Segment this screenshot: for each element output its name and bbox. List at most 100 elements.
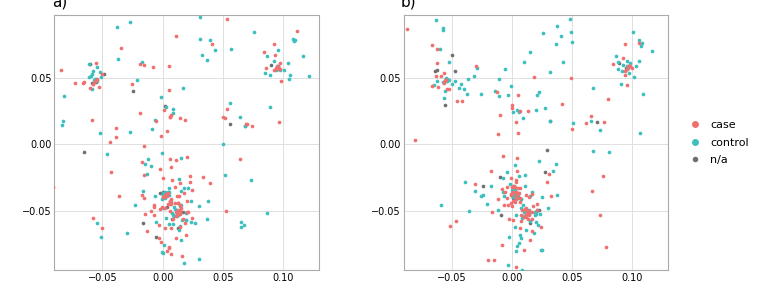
Point — [511, 195, 524, 200]
Point — [520, 228, 532, 232]
Point — [160, 215, 172, 220]
Point — [602, 150, 615, 155]
Point — [162, 189, 174, 194]
Point — [284, 73, 296, 78]
Point — [531, 208, 543, 213]
Point — [525, 190, 538, 195]
Point — [235, 225, 247, 230]
Point — [272, 64, 284, 68]
Point — [201, 199, 214, 204]
Point — [165, 198, 177, 203]
Point — [509, 184, 521, 189]
Point — [625, 66, 638, 70]
Point — [218, 173, 231, 178]
Point — [527, 204, 539, 208]
Point — [513, 191, 525, 196]
Point — [618, 69, 631, 74]
Point — [154, 207, 166, 212]
Point — [172, 212, 184, 216]
Point — [493, 113, 506, 118]
Text: a): a) — [52, 0, 67, 10]
Point — [444, 224, 457, 228]
Point — [545, 283, 557, 287]
Point — [157, 251, 169, 256]
Point — [493, 76, 505, 81]
Point — [149, 118, 162, 122]
Point — [283, 76, 295, 81]
Point — [545, 194, 557, 198]
Point — [182, 186, 194, 190]
Point — [501, 202, 514, 207]
Point — [523, 195, 535, 200]
Point — [178, 190, 190, 195]
Point — [165, 201, 177, 206]
Point — [158, 108, 170, 112]
Point — [83, 86, 96, 91]
Point — [163, 64, 176, 69]
Point — [504, 182, 517, 187]
Point — [111, 24, 124, 29]
Point — [174, 210, 186, 214]
Point — [469, 188, 482, 193]
Point — [458, 87, 470, 92]
Point — [502, 263, 514, 268]
Point — [267, 68, 280, 73]
Point — [162, 87, 175, 92]
Point — [622, 65, 634, 70]
Point — [177, 86, 190, 91]
Point — [504, 175, 517, 180]
Point — [176, 217, 189, 222]
Point — [138, 143, 151, 148]
Point — [477, 184, 490, 189]
Point — [169, 201, 182, 206]
Point — [507, 189, 519, 194]
Point — [241, 121, 253, 126]
Point — [171, 212, 183, 217]
Point — [166, 211, 178, 215]
Point — [497, 154, 509, 158]
Point — [155, 94, 167, 99]
Point — [225, 122, 237, 127]
Point — [628, 74, 640, 79]
Point — [485, 271, 497, 276]
Point — [615, 82, 627, 86]
Point — [437, 26, 449, 30]
Point — [162, 245, 175, 250]
Point — [518, 214, 531, 219]
Point — [180, 218, 193, 222]
Point — [517, 116, 529, 121]
Point — [437, 81, 450, 86]
Point — [514, 196, 527, 201]
Point — [272, 65, 284, 70]
Point — [522, 210, 535, 214]
Point — [139, 162, 152, 167]
Point — [166, 217, 178, 222]
Point — [297, 54, 309, 58]
Point — [549, 42, 562, 47]
Point — [164, 114, 176, 119]
Point — [179, 233, 192, 238]
Point — [95, 74, 107, 79]
Point — [514, 186, 527, 190]
Point — [87, 216, 99, 220]
Point — [159, 196, 172, 200]
Point — [155, 239, 167, 244]
Point — [170, 214, 183, 218]
Point — [510, 264, 523, 269]
Point — [164, 165, 176, 170]
Point — [532, 223, 545, 227]
Point — [426, 83, 438, 88]
Point — [56, 122, 68, 127]
Point — [498, 203, 510, 208]
Point — [508, 162, 521, 167]
Point — [224, 100, 236, 105]
Point — [514, 232, 526, 237]
Point — [556, 102, 569, 106]
Point — [170, 34, 183, 38]
Point — [239, 123, 251, 128]
Point — [91, 76, 103, 81]
Point — [278, 67, 291, 72]
Point — [512, 186, 524, 190]
Point — [510, 194, 523, 199]
Point — [91, 220, 103, 225]
